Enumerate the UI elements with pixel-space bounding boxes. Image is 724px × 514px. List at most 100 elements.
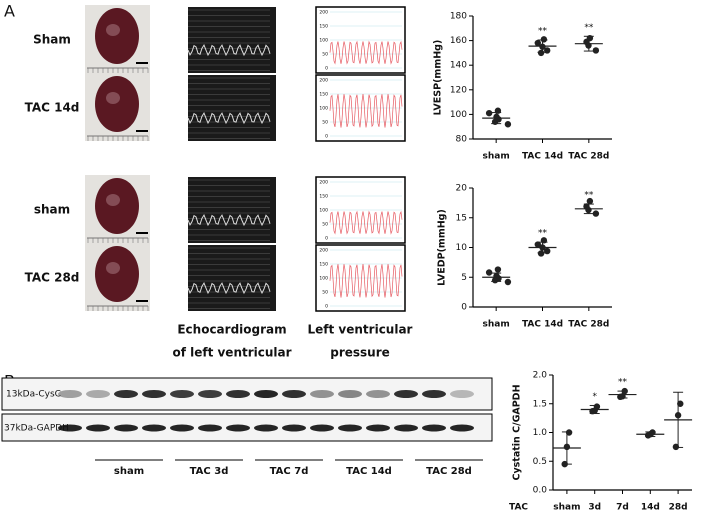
band (226, 424, 250, 432)
x-tick-label: 14d (641, 503, 660, 513)
data-point (540, 237, 548, 244)
significance: ** (538, 229, 548, 239)
x-tick-label: 7d (616, 503, 629, 513)
data-point (485, 269, 493, 276)
y-tick-label: 0.5 (533, 457, 547, 467)
caption: of left ventricular (172, 346, 291, 360)
heart (95, 178, 139, 234)
y-tick-label: 15 (456, 213, 467, 223)
band (394, 424, 418, 432)
data-point (617, 393, 624, 401)
band (282, 390, 306, 398)
pressure-tick-label: 200 (319, 248, 328, 254)
y-tick-label: 120 (450, 85, 467, 95)
data-point (491, 277, 499, 284)
pressure-tick-label: 0 (325, 236, 328, 242)
pressure-tick-label: 150 (319, 194, 328, 200)
band (114, 390, 138, 398)
data-point (544, 47, 551, 54)
pressure-tick-label: 100 (319, 38, 328, 44)
x-tick-label: sham (483, 152, 510, 162)
band (86, 390, 110, 398)
echo (188, 177, 276, 243)
panel-label: A (4, 2, 15, 21)
pressure-tick-label: 150 (319, 262, 328, 268)
data-point (589, 408, 596, 415)
row-label: TAC 14d (25, 101, 80, 115)
data-point (485, 109, 493, 117)
pressure-trace (329, 210, 403, 235)
x-tick-label: sham (553, 503, 580, 513)
data-point (585, 42, 592, 49)
pressure-tick-label: 200 (319, 78, 328, 84)
x-row-label: TAC (509, 503, 528, 513)
x-tick-label: TAC 14d (522, 320, 563, 330)
y-tick-label: 140 (450, 61, 467, 71)
row-label: sham (34, 203, 70, 217)
pressure-tick-label: 50 (322, 290, 328, 296)
caption: pressure (330, 346, 390, 360)
data-point (537, 250, 545, 257)
data-point (494, 266, 502, 273)
y-tick-label: 0.0 (533, 486, 548, 496)
band (142, 390, 166, 398)
band (58, 390, 82, 398)
band (170, 390, 194, 398)
pressure-tick-label: 100 (319, 208, 328, 214)
significance: ** (584, 191, 594, 201)
band (170, 424, 194, 432)
data-point (537, 49, 545, 57)
data-point (644, 432, 652, 439)
band (366, 390, 390, 398)
y-tick-label: 20 (456, 184, 468, 194)
band (366, 424, 390, 432)
significance: ** (618, 378, 628, 388)
data-point (504, 121, 512, 128)
data-point (491, 118, 499, 125)
echo-wall (187, 112, 271, 125)
echo-wall (187, 44, 271, 57)
pressure-tick-label: 50 (322, 52, 328, 58)
heart-highlight (106, 262, 120, 274)
pressure-tick-label: 200 (319, 10, 328, 16)
band (282, 424, 306, 432)
data-point (544, 247, 551, 255)
echo-wall (187, 282, 271, 295)
data-point (539, 244, 546, 251)
x-tick-label: sham (483, 320, 510, 330)
row-label: Sham (33, 33, 71, 47)
data-point (585, 206, 592, 214)
y-tick-label: 180 (450, 12, 467, 22)
y-tick-label: 2.0 (533, 371, 548, 381)
y-axis-label: Cystatin C/GAPDH (512, 384, 523, 480)
data-point (534, 241, 541, 248)
significance: * (592, 392, 597, 402)
data-point (540, 36, 548, 43)
pressure-trace (329, 93, 403, 128)
significance: ** (584, 23, 594, 33)
band (86, 424, 110, 432)
band (450, 424, 474, 432)
band (422, 424, 446, 432)
caption: Echocardiogram (177, 323, 286, 337)
data-point (534, 39, 541, 47)
y-tick-label: 80 (456, 135, 468, 145)
y-tick-label: 10 (456, 243, 468, 253)
echo-wall (187, 214, 271, 227)
y-tick-label: 100 (450, 110, 467, 120)
band (338, 390, 362, 398)
pressure-trace (329, 263, 403, 298)
pressure-tick-label: 200 (319, 180, 328, 186)
data-point (561, 460, 568, 468)
pressure-tick-label: 50 (322, 120, 328, 126)
echo (188, 7, 276, 73)
heart-highlight (106, 194, 120, 206)
band (310, 424, 334, 432)
x-tick-label: TAC 14d (522, 152, 563, 162)
pressure-tick-label: 0 (325, 304, 328, 310)
group-label: TAC 28d (426, 466, 472, 477)
data-point (504, 278, 512, 286)
pressure-tick-label: 0 (325, 66, 328, 72)
band (198, 390, 222, 398)
echo (188, 245, 276, 311)
